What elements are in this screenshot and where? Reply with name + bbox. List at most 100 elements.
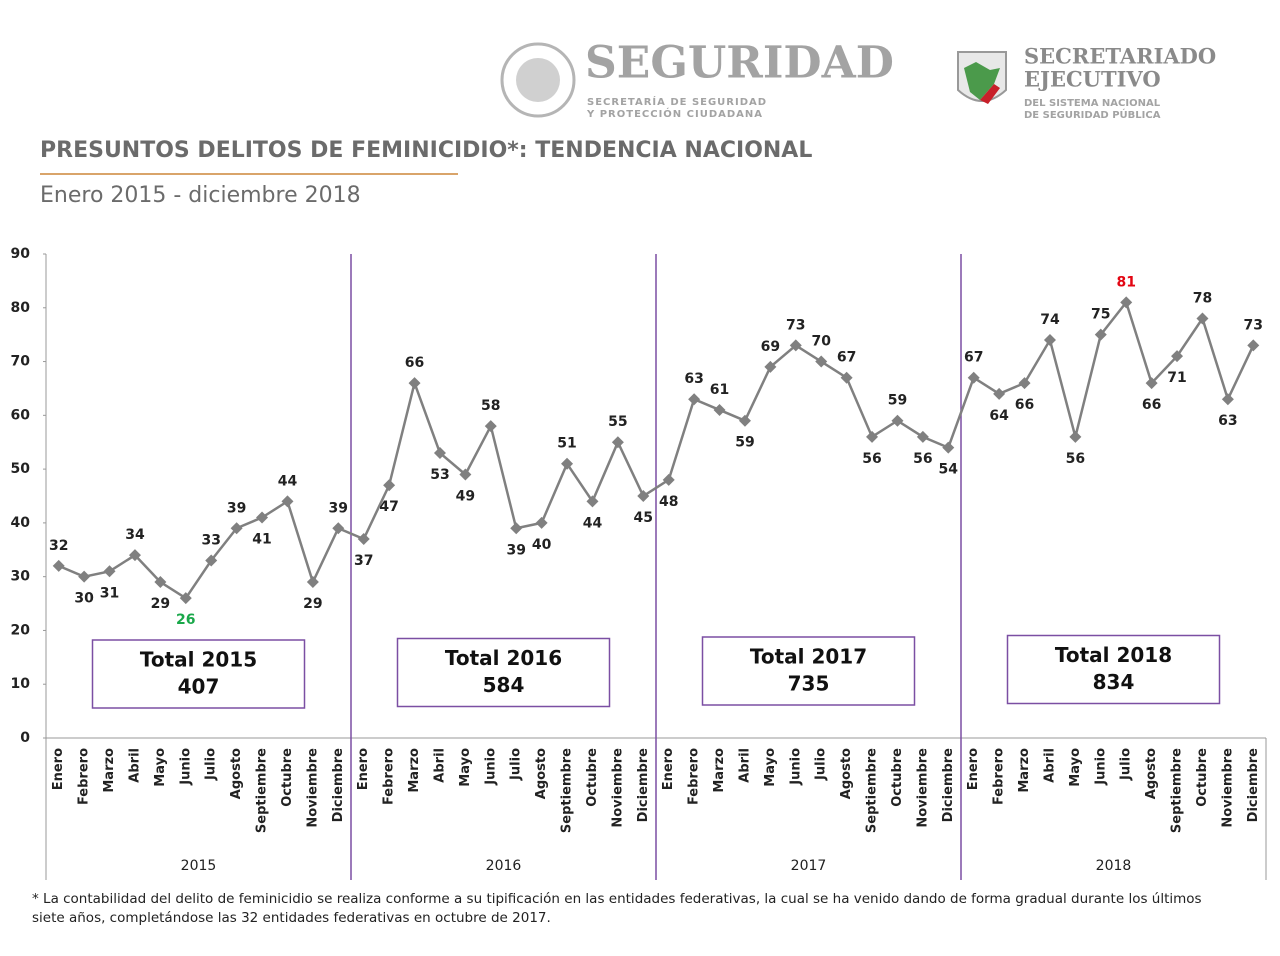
x-tick-label: Junio: [483, 748, 498, 786]
marker: [1221, 393, 1234, 406]
total-box: [1006, 634, 1221, 705]
x-tick-label: Febrero: [77, 748, 92, 805]
total-box: [91, 639, 306, 709]
x-tick-label: Febrero: [687, 748, 702, 805]
marker: [408, 377, 421, 390]
y-tick-label: 20: [11, 622, 31, 638]
x-tick-label: Septiembre: [560, 748, 575, 833]
seal-center: [516, 58, 560, 102]
marker: [891, 414, 904, 427]
value-label: 56: [913, 451, 932, 467]
org-sub: DEL SISTEMA NACIONAL: [1024, 98, 1161, 109]
marker: [1247, 339, 1260, 352]
x-tick-label: Marzo: [1017, 748, 1032, 793]
marker: [230, 522, 243, 535]
x-tick-label: Mayo: [1068, 748, 1083, 787]
x-tick-label: Julio: [509, 748, 524, 781]
value-label: 39: [506, 542, 525, 558]
value-label: 63: [1218, 413, 1237, 429]
x-tick-label: Abril: [737, 748, 752, 783]
marker: [738, 414, 751, 427]
marker: [1018, 377, 1031, 390]
x-tick-label: Mayo: [153, 748, 168, 787]
value-label: 26: [176, 612, 195, 628]
value-label: 78: [1193, 291, 1212, 307]
total-box: [701, 636, 916, 706]
x-tick-label: Octubre: [280, 748, 295, 807]
marker: [154, 576, 167, 589]
seal: [500, 42, 576, 118]
marker: [383, 479, 396, 492]
value-label: 67: [837, 350, 856, 366]
year-label: 2017: [791, 858, 827, 874]
footnote: * La contabilidad del delito de feminici…: [32, 891, 1202, 926]
total-label: Total 2016: [445, 646, 562, 670]
x-tick-label: Noviembre: [1220, 748, 1235, 828]
value-label: 66: [405, 355, 424, 371]
value-label: 29: [303, 596, 322, 612]
value-label: 71: [1167, 370, 1186, 386]
marker: [1120, 296, 1133, 309]
value-label: 73: [786, 317, 805, 333]
value-label: 59: [735, 435, 754, 451]
x-tick-label: Noviembre: [305, 748, 320, 828]
x-tick-label: Abril: [127, 748, 142, 783]
value-label: 81: [1116, 274, 1135, 290]
x-tick-label: Junio: [178, 748, 193, 786]
value-label: 29: [151, 596, 170, 612]
marker: [1043, 334, 1056, 347]
x-tick-label: Julio: [814, 748, 829, 781]
total-value: 584: [483, 673, 525, 697]
x-tick-label: Noviembre: [915, 748, 930, 828]
y-tick-label: 0: [20, 730, 30, 746]
x-tick-label: Agosto: [839, 748, 854, 799]
x-tick-label: Diciembre: [941, 748, 956, 822]
total-value: 834: [1093, 670, 1135, 694]
marker: [332, 522, 345, 535]
x-tick-label: Septiembre: [865, 748, 880, 833]
year-label: 2015: [181, 858, 217, 874]
marker: [103, 565, 116, 578]
y-tick-label: 80: [11, 300, 31, 316]
marker: [1094, 328, 1107, 341]
marker: [128, 549, 141, 562]
x-tick-label: Diciembre: [636, 748, 651, 822]
total-value: 407: [178, 675, 220, 699]
org-sub: DE SEGURIDAD PÚBLICA: [1024, 108, 1161, 121]
marker: [433, 446, 446, 459]
marker: [866, 430, 879, 443]
value-label: 51: [557, 436, 576, 452]
value-label: 53: [430, 467, 449, 483]
marker: [306, 576, 319, 589]
x-tick-label: Agosto: [229, 748, 244, 799]
marker: [357, 533, 370, 546]
brand-sub: SECRETARÍA DE SEGURIDAD: [587, 95, 767, 108]
x-tick-label: Enero: [661, 748, 676, 790]
marker: [561, 457, 574, 470]
value-label: 39: [227, 500, 246, 516]
value-label: 59: [888, 393, 907, 409]
marker: [916, 430, 929, 443]
total-label: Total 2018: [1055, 643, 1172, 667]
x-tick-label: Marzo: [712, 748, 727, 793]
x-tick-label: Enero: [966, 748, 981, 790]
value-label: 37: [354, 553, 373, 569]
total-label: Total 2017: [750, 645, 867, 669]
marker: [484, 420, 497, 433]
y-tick-label: 70: [11, 354, 31, 370]
value-label: 45: [634, 510, 653, 526]
value-label: 55: [608, 414, 627, 430]
y-tick-label: 90: [11, 246, 31, 262]
value-label: 48: [659, 494, 678, 510]
value-label: 66: [1015, 397, 1034, 413]
x-tick-label: Junio: [788, 748, 803, 786]
marker: [78, 570, 91, 583]
marker: [993, 387, 1006, 400]
value-label: 61: [710, 382, 729, 398]
year-label: 2016: [486, 858, 522, 874]
x-tick-label: Enero: [51, 748, 66, 790]
marker: [662, 473, 675, 486]
value-label: 70: [811, 334, 831, 350]
marker: [1069, 430, 1082, 443]
